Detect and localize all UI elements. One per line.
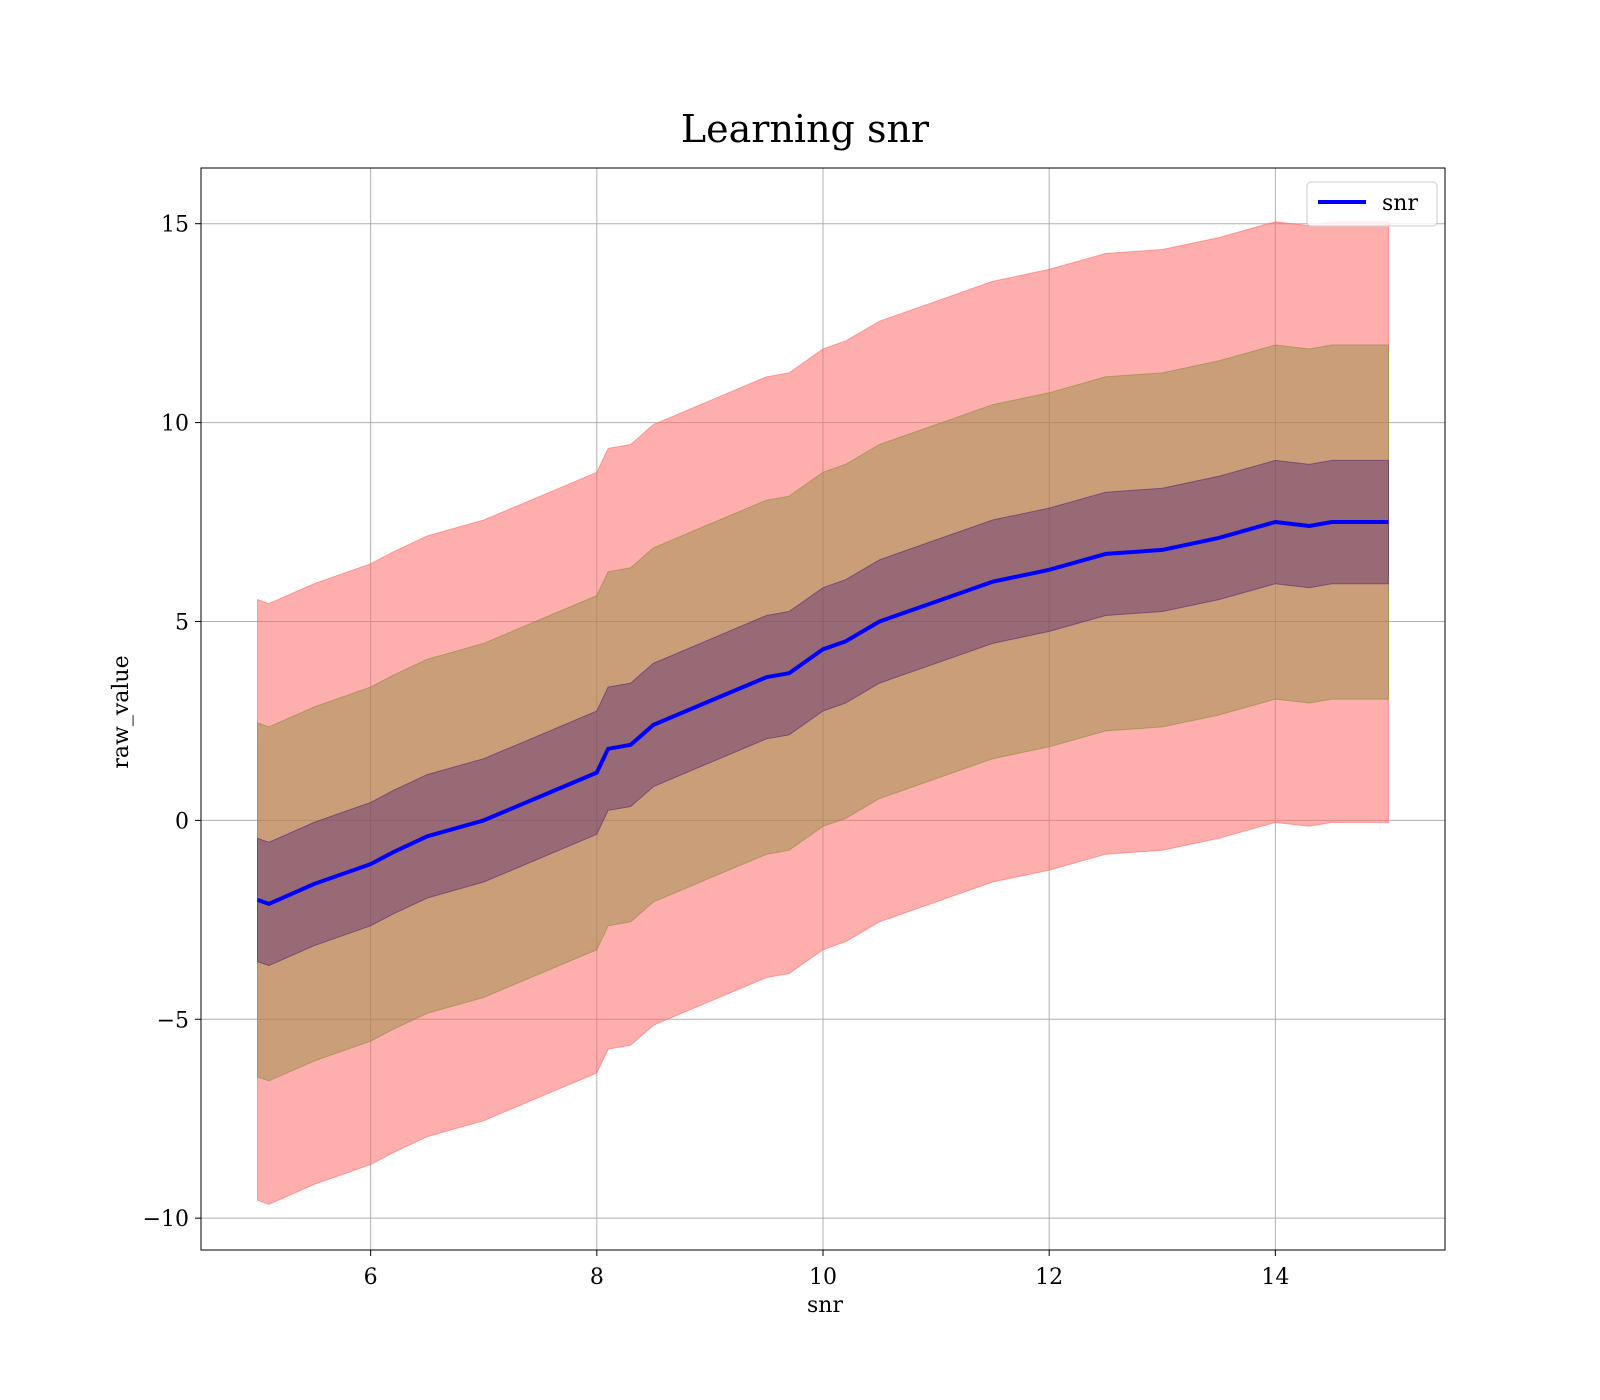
series-lines (256, 520, 1389, 906)
series-line-snr (256, 520, 1389, 906)
legend-label-snr: snr (1382, 191, 1418, 216)
y-tick-label: −10 (143, 1207, 189, 1232)
y-tick-label: 0 (175, 809, 189, 834)
chart-title: Learning snr (681, 107, 930, 151)
y-tick-label: 5 (175, 610, 189, 635)
plot-area (200, 167, 1446, 1251)
x-tick-label: 6 (364, 1265, 378, 1290)
y-axis-label: raw_value (109, 655, 134, 768)
legend: snr (1306, 181, 1438, 227)
x-tick-label: 14 (1261, 1265, 1289, 1290)
y-axis-ticks: −10 −5 0 5 10 15 (143, 213, 201, 1232)
x-tick-label: 12 (1035, 1265, 1063, 1290)
confidence-band (257, 459, 1389, 967)
confidence-band (257, 344, 1389, 1082)
y-tick-label: 10 (161, 412, 189, 437)
x-tick-label: 8 (590, 1265, 604, 1290)
x-axis-ticks: 6 8 10 12 14 (364, 1250, 1289, 1290)
x-tick-label: 10 (809, 1265, 837, 1290)
confidence-band (257, 221, 1389, 1205)
y-tick-label: 15 (161, 213, 189, 238)
confidence-bands (257, 221, 1389, 1205)
y-tick-label: −5 (157, 1008, 189, 1033)
legend-box (1306, 181, 1438, 227)
x-axis-label: snr (807, 1293, 843, 1318)
